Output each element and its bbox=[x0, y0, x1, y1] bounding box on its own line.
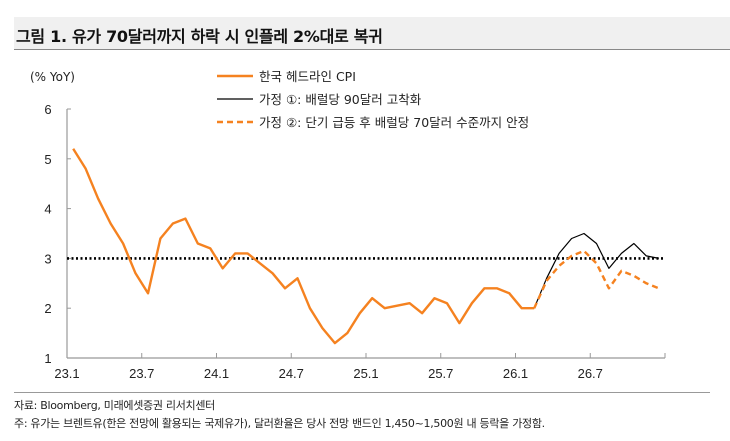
figure-title: 그림 1. 유가 70달러까지 하락 시 인플레 2%대로 복귀 bbox=[16, 27, 383, 46]
y-tick-label: 1 bbox=[44, 351, 51, 366]
legend-label-2: 가정 ①: 배럴당 90달러 고착화 bbox=[259, 92, 422, 107]
series-line-3 bbox=[533, 249, 660, 309]
x-tick-label: 26.1 bbox=[503, 366, 528, 381]
note-text: 주: 유가는 브렌트유(한은 전망에 활용되는 국제유가), 달러환율은 당사 … bbox=[14, 417, 545, 430]
y-tick-label: 2 bbox=[44, 301, 51, 316]
x-tick-label: 26.7 bbox=[578, 366, 603, 381]
x-tick-label: 23.7 bbox=[129, 366, 154, 381]
x-tick-label: 25.7 bbox=[428, 366, 453, 381]
y-tick-label: 6 bbox=[44, 102, 51, 117]
y-tick-label: 3 bbox=[44, 251, 51, 266]
series-line-1 bbox=[72, 148, 535, 345]
x-tick-label: 24.7 bbox=[279, 366, 304, 381]
legend-label-3: 가정 ②: 단기 급등 후 배럴당 70달러 수준까지 안정 bbox=[259, 115, 529, 130]
title-bar: 그림 1. 유가 70달러까지 하락 시 인플레 2%대로 복귀 bbox=[14, 17, 730, 50]
footer-divider bbox=[14, 392, 710, 393]
x-tick-label: 23.1 bbox=[54, 366, 79, 381]
x-tick-label: 25.1 bbox=[353, 366, 378, 381]
y-tick-label: 5 bbox=[44, 152, 51, 167]
x-tick-label: 24.1 bbox=[204, 366, 229, 381]
y-axis-unit: (% YoY) bbox=[30, 70, 75, 84]
legend-label-1: 한국 헤드라인 CPI bbox=[259, 69, 356, 84]
y-tick-label: 4 bbox=[44, 202, 51, 217]
series-line-2 bbox=[533, 232, 659, 309]
source-text: 자료: Bloomberg, 미래에셋증권 리서치센터 bbox=[14, 399, 215, 412]
